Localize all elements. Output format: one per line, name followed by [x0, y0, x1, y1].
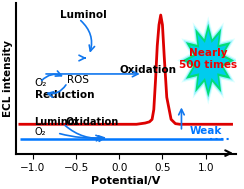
Text: Oxidation: Oxidation: [66, 117, 119, 127]
Y-axis label: ECL intensity: ECL intensity: [3, 40, 13, 117]
Text: ROS: ROS: [67, 75, 89, 85]
Polygon shape: [182, 24, 234, 97]
Text: Nearly
500 times: Nearly 500 times: [179, 48, 237, 70]
Text: Reduction: Reduction: [35, 90, 94, 100]
Text: O₂: O₂: [35, 127, 46, 137]
Text: Weak: Weak: [190, 126, 223, 136]
Polygon shape: [180, 20, 237, 101]
Text: Luminol: Luminol: [35, 117, 78, 127]
X-axis label: Potential/V: Potential/V: [91, 176, 160, 186]
Polygon shape: [177, 16, 239, 105]
Text: O₂: O₂: [35, 77, 47, 88]
Text: Luminol: Luminol: [60, 10, 106, 20]
Polygon shape: [187, 30, 230, 91]
Text: Oxidation: Oxidation: [119, 65, 176, 75]
